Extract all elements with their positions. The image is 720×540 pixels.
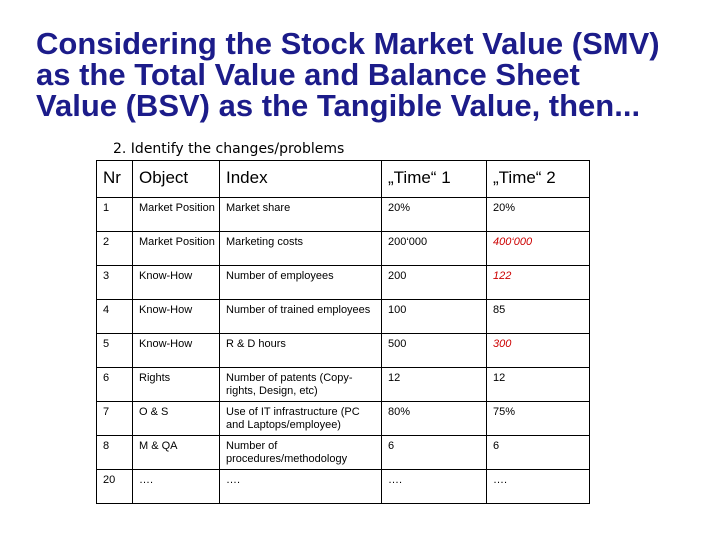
changes-table: Nr Object Index „Time“ 1 „Time“ 2 1 Marke… [96, 160, 590, 504]
cell-object: Market Position [132, 197, 220, 232]
table-row: 4 Know-How Number of trained employees 100 8… [96, 299, 590, 334]
cell-index: R & D hours [219, 333, 382, 368]
cell-object: Know-How [132, 299, 220, 334]
cell-index: Number of trained employees [219, 299, 382, 334]
table-row: 1 Market Position Market share 20% 20% [96, 197, 590, 232]
cell-object: Rights [132, 367, 220, 402]
cell-nr: 5 [96, 333, 133, 368]
cell-time-2: 300 [486, 333, 590, 368]
title-line-3: Value (BSV) as the Tangible Value, then.… [36, 88, 641, 123]
cell-time-2: 400‘000 [486, 231, 590, 266]
header-index: Index [219, 160, 382, 198]
table-body: 1 Market Position Market share 20% 20% 2 Marke… [96, 197, 590, 504]
header-time-2: „Time“ 2 [486, 160, 590, 198]
cell-time-2: 20% [486, 197, 590, 232]
cell-object: …. [132, 469, 220, 504]
cell-index: Number of employees [219, 265, 382, 300]
table-row: 3 Know-How Number of employees 200 122 [96, 265, 590, 300]
cell-nr: 8 [96, 435, 133, 470]
cell-nr: 20 [96, 469, 133, 504]
slide-subtitle: 2. Identify the changes/problems [113, 141, 345, 157]
table-row: 6 Rights Number of patents (Copy-rights, D… [96, 367, 590, 402]
cell-time-2: 75% [486, 401, 590, 436]
cell-time-1: 200‘000 [381, 231, 487, 266]
cell-index: Market share [219, 197, 382, 232]
cell-time-2: 12 [486, 367, 590, 402]
cell-object: O & S [132, 401, 220, 436]
table-row: 20….….….…. [96, 469, 590, 504]
cell-index: Use of IT infrastructure (PC and Laptops… [219, 401, 382, 436]
cell-time-1: 200 [381, 265, 487, 300]
table-header-row: Nr Object Index „Time“ 1 „Time“ 2 [96, 160, 590, 198]
header-time-1: „Time“ 1 [381, 160, 487, 198]
cell-time-1: …. [381, 469, 487, 504]
cell-nr: 1 [96, 197, 133, 232]
cell-index: Number of procedures/methodology [219, 435, 382, 470]
cell-nr: 7 [96, 401, 133, 436]
cell-object: M & QA [132, 435, 220, 470]
slide-title: Considering the Stock Market Value (SMV)… [36, 28, 706, 121]
cell-nr: 2 [96, 231, 133, 266]
cell-time-1: 6 [381, 435, 487, 470]
table-row: 2 Market Position Marketing costs 200‘000 40… [96, 231, 590, 266]
cell-time-1: 80% [381, 401, 487, 436]
cell-nr: 4 [96, 299, 133, 334]
cell-object: Know-How [132, 265, 220, 300]
cell-time-2: 122 [486, 265, 590, 300]
cell-index: …. [219, 469, 382, 504]
cell-index: Marketing costs [219, 231, 382, 266]
header-nr: Nr [96, 160, 133, 198]
cell-time-1: 20% [381, 197, 487, 232]
cell-nr: 3 [96, 265, 133, 300]
title-line-1: Considering the Stock Market Value (SMV) [36, 26, 660, 61]
cell-time-1: 100 [381, 299, 487, 334]
header-object: Object [132, 160, 220, 198]
cell-nr: 6 [96, 367, 133, 402]
title-line-2: as the Total Value and Balance Sheet [36, 57, 580, 92]
cell-time-2: …. [486, 469, 590, 504]
cell-time-2: 6 [486, 435, 590, 470]
cell-index: Number of patents (Copy-rights, Design, … [219, 367, 382, 402]
cell-object: Know-How [132, 333, 220, 368]
cell-time-2: 85 [486, 299, 590, 334]
cell-object: Market Position [132, 231, 220, 266]
cell-time-1: 12 [381, 367, 487, 402]
table-row: 5 Know-How R & D hours 500 300 [96, 333, 590, 368]
cell-time-1: 500 [381, 333, 487, 368]
